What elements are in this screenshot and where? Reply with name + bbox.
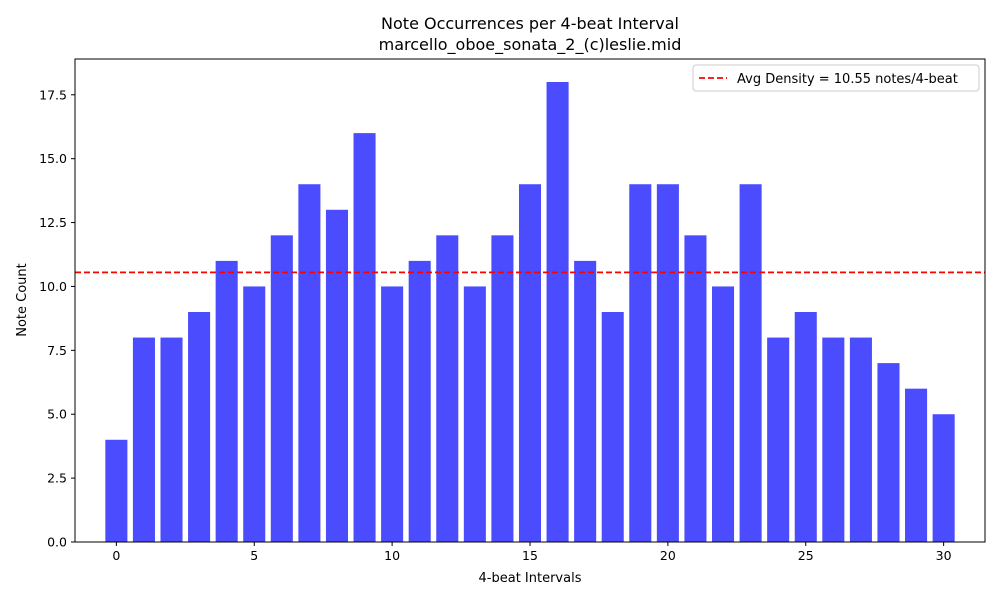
chart-title: Note Occurrences per 4-beat Interval [381, 14, 679, 33]
y-tick-label: 0.0 [47, 535, 67, 550]
x-tick-label: 10 [384, 548, 400, 563]
bar-interval-20 [656, 184, 679, 542]
bar-interval-21 [684, 235, 707, 543]
bar-interval-14 [491, 235, 514, 543]
bar-interval-16 [546, 82, 569, 542]
bar-interval-13 [463, 286, 486, 542]
bar-interval-19 [629, 184, 652, 542]
bar-interval-8 [325, 209, 348, 542]
x-axis-label: 4-beat Intervals [479, 571, 582, 586]
y-tick-label: 15.0 [39, 151, 67, 166]
chart-subtitle: marcello_oboe_sonata_2_(c)leslie.mid [379, 35, 682, 55]
y-axis-label: Note Count [15, 263, 30, 337]
bar-interval-11 [408, 260, 431, 542]
legend-label-average-density: Avg Density = 10.55 notes/4-beat [737, 72, 958, 87]
bar-interval-28 [877, 363, 900, 542]
bar-interval-7 [298, 184, 321, 542]
x-tick-label: 20 [660, 548, 676, 563]
bars-group [105, 82, 955, 543]
bar-interval-6 [270, 235, 293, 543]
bar-interval-10 [381, 286, 404, 542]
bar-interval-30 [932, 414, 955, 542]
bar-interval-2 [160, 337, 183, 542]
bar-interval-17 [574, 260, 597, 542]
bar-interval-24 [767, 337, 790, 542]
bar-interval-22 [712, 286, 735, 542]
y-tick-label: 5.0 [47, 407, 67, 422]
x-tick-label: 0 [112, 548, 120, 563]
bar-interval-3 [188, 312, 211, 542]
bar-interval-12 [436, 235, 459, 543]
bar-interval-27 [849, 337, 872, 542]
bar-interval-5 [243, 286, 266, 542]
bar-interval-4 [215, 260, 238, 542]
bar-interval-9 [353, 133, 376, 542]
legend: Avg Density = 10.55 notes/4-beat [692, 64, 980, 92]
x-tick-label: 30 [936, 548, 952, 563]
x-tick-label: 25 [798, 548, 814, 563]
bar-interval-0 [105, 439, 128, 542]
bar-interval-18 [601, 312, 624, 542]
legend-box [692, 64, 980, 92]
y-tick-label: 12.5 [39, 215, 67, 230]
bar-interval-29 [905, 388, 928, 542]
y-tick-label: 7.5 [47, 343, 67, 358]
bar-interval-26 [822, 337, 845, 542]
y-tick-label: 17.5 [39, 87, 67, 102]
bar-interval-1 [132, 337, 155, 542]
y-tick-label: 10.0 [39, 279, 67, 294]
x-tick-label: 5 [250, 548, 258, 563]
y-axis-ticks: 0.0 2.5 5.0 7.5 10.0 12.5 15.0 17.5 [39, 87, 75, 550]
x-axis-ticks: 0 5 10 15 20 25 30 [112, 542, 952, 563]
x-tick-label: 15 [522, 548, 538, 563]
bar-interval-25 [794, 312, 817, 542]
bar-interval-23 [739, 184, 762, 542]
y-tick-label: 2.5 [47, 471, 67, 486]
bar-interval-15 [518, 184, 542, 542]
